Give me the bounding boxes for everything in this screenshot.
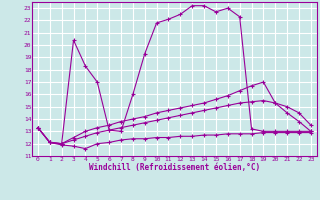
X-axis label: Windchill (Refroidissement éolien,°C): Windchill (Refroidissement éolien,°C) <box>89 163 260 172</box>
